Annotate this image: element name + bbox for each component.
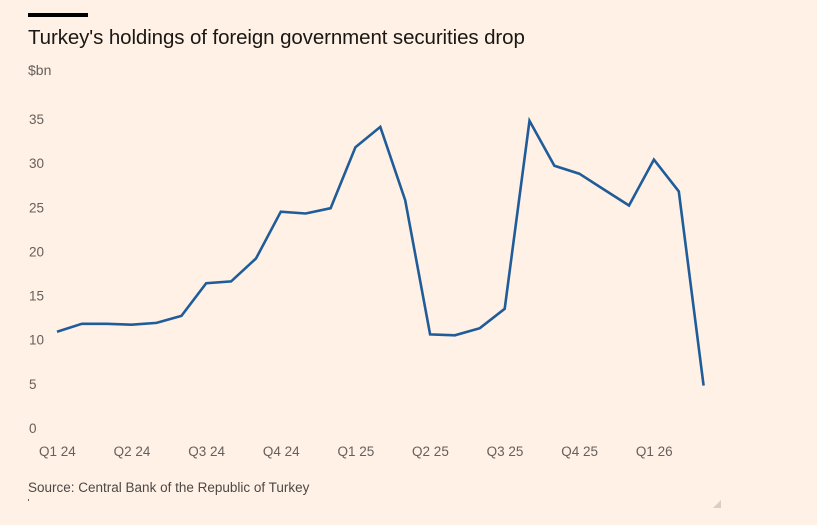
y-tick-label: 0	[29, 421, 37, 436]
footnote-mark	[28, 499, 29, 501]
x-tick-label: Q3 24	[188, 444, 225, 459]
series-layer	[56, 116, 705, 386]
y-tick-label: 25	[29, 200, 44, 215]
y-tick-label: 5	[29, 377, 37, 392]
x-tick-label: Q3 25	[487, 444, 524, 459]
y-axis-ticks: 0 5 10 15 20 25 30 35	[29, 112, 44, 436]
y-tick-label: 35	[29, 112, 44, 127]
y-tick-label: 20	[29, 244, 44, 259]
resize-grip-icon[interactable]	[713, 500, 721, 508]
source-note: Source: Central Bank of the Republic of …	[28, 480, 310, 495]
header-accent-bar	[28, 13, 88, 17]
y-tick-label: 10	[29, 333, 44, 348]
y-tick-label: 30	[29, 156, 44, 171]
y-tick-label: 15	[29, 289, 44, 304]
chart-title: Turkey's holdings of foreign government …	[28, 26, 525, 49]
x-tick-label: Q2 25	[412, 444, 449, 459]
x-tick-label: Q1 26	[636, 444, 673, 459]
series-line	[56, 116, 705, 386]
x-tick-label: Q1 25	[337, 444, 374, 459]
x-tick-label: Q4 25	[561, 444, 598, 459]
x-axis-ticks: Q1 24 Q2 24 Q3 24 Q4 24 Q1 25 Q2 25 Q3 25 Q4 25…	[39, 444, 673, 459]
y-axis-unit-label: $bn	[28, 62, 52, 78]
x-tick-label: Q1 24	[39, 444, 76, 459]
x-tick-label: Q4 24	[263, 444, 300, 459]
x-tick-label: Q2 24	[114, 444, 151, 459]
